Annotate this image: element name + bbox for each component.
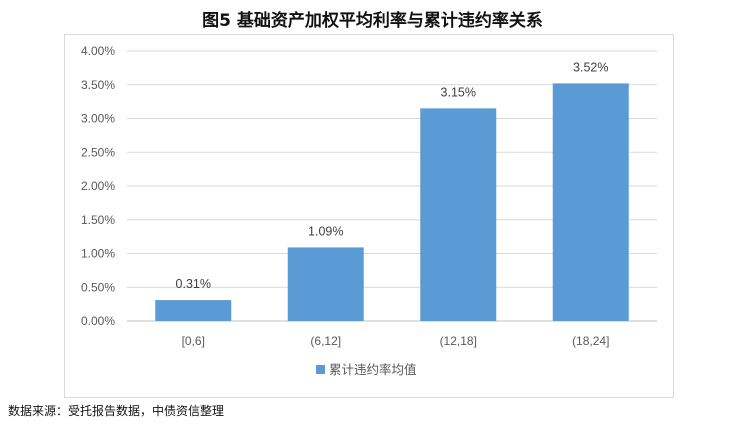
bar bbox=[287, 247, 364, 321]
x-tick-label: (18,24] bbox=[572, 334, 609, 348]
bar bbox=[552, 83, 629, 322]
chart-title: 图5 基础资产加权平均利率与累计违约率关系 bbox=[202, 11, 543, 31]
source-note: 数据来源：受托报告数据，中债资信整理 bbox=[8, 404, 225, 418]
y-tick-label: 1.00% bbox=[81, 247, 115, 261]
data-label: 1.09% bbox=[308, 224, 343, 238]
x-tick-label: [0,6] bbox=[182, 334, 205, 348]
x-tick-label: (6,12] bbox=[310, 334, 341, 348]
data-label: 3.52% bbox=[573, 60, 608, 74]
y-tick-label: 2.00% bbox=[81, 179, 115, 193]
chart-frame bbox=[64, 34, 674, 398]
y-tick-label: 1.50% bbox=[81, 213, 115, 227]
y-tick-label: 0.50% bbox=[81, 280, 115, 294]
bar bbox=[155, 300, 232, 321]
legend-swatch bbox=[316, 365, 325, 374]
bar bbox=[420, 108, 497, 321]
legend-label: 累计违约率均值 bbox=[329, 362, 417, 377]
y-tick-label: 3.00% bbox=[81, 112, 115, 126]
y-tick-label: 0.00% bbox=[81, 314, 115, 328]
y-tick-label: 4.00% bbox=[81, 44, 115, 58]
y-tick-label: 3.50% bbox=[81, 78, 115, 92]
data-label: 3.15% bbox=[441, 85, 476, 99]
x-tick-label: (12,18] bbox=[440, 334, 477, 348]
y-tick-label: 2.50% bbox=[81, 145, 115, 159]
data-label: 0.31% bbox=[176, 277, 211, 291]
